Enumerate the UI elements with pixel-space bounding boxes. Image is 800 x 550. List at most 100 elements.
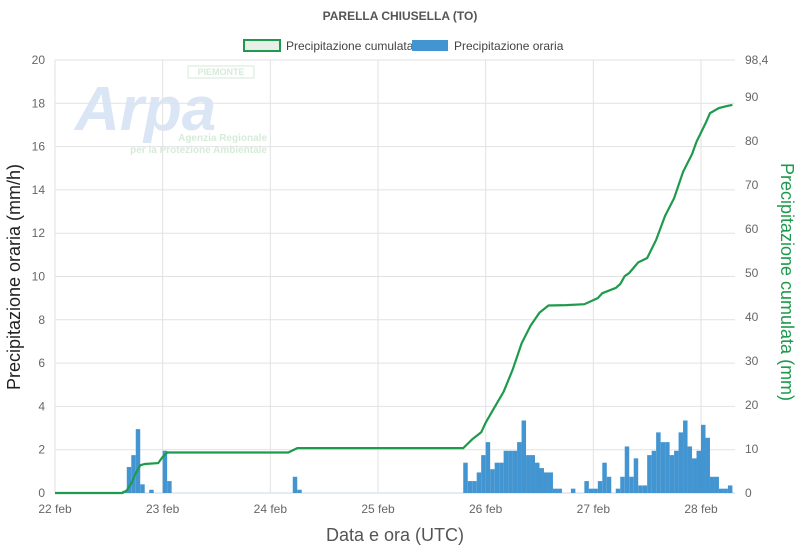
x-tick-label: 28 feb — [684, 502, 718, 516]
y-right-max-label: 98,4 — [745, 53, 769, 67]
y-right-tick-label: 20 — [745, 398, 759, 412]
hourly-bar — [665, 442, 670, 493]
hourly-bar — [543, 472, 549, 493]
hourly-bar — [481, 455, 486, 493]
hourly-bar — [548, 472, 553, 493]
hourly-bar — [485, 442, 491, 493]
y-left-tick-label: 12 — [32, 226, 46, 240]
y-right-tick-label: 30 — [745, 354, 759, 368]
hourly-bar — [629, 476, 634, 493]
hourly-bar — [593, 488, 598, 493]
hourly-bar — [584, 481, 589, 493]
logo-line1: Agenzia Regionale — [178, 133, 267, 144]
legend-item-cumulative[interactable]: Precipitazione cumulata — [243, 39, 414, 53]
x-tick-label: 26 feb — [469, 502, 503, 516]
hourly-bar — [647, 455, 652, 493]
hourly-bar — [683, 420, 688, 493]
logo-name: Arpa — [73, 75, 216, 144]
hourly-bar — [503, 450, 509, 493]
hourly-bar — [131, 455, 136, 493]
y-left-tick-label: 16 — [32, 140, 46, 154]
hourly-bar — [718, 488, 724, 493]
y-right-tick-label: 80 — [745, 134, 759, 148]
x-tick-label: 24 feb — [254, 502, 288, 516]
hourly-bar — [135, 429, 141, 493]
y-right-tick-label: 90 — [745, 90, 759, 104]
logo-region: PIEMONTE — [197, 67, 244, 77]
y-right-tick-label: 50 — [745, 266, 759, 280]
hourly-bar — [476, 472, 482, 493]
y-right-tick-label: 0 — [745, 486, 752, 500]
y-axis-right-label: Precipitazione cumulata (mm) — [777, 163, 797, 401]
y-left-tick-label: 20 — [32, 53, 46, 67]
hourly-bars — [122, 420, 733, 493]
y-axis-left-label: Precipitazione oraria (mm/h) — [4, 164, 24, 390]
legend-label-hourly: Precipitazione oraria — [454, 39, 564, 53]
hourly-bar — [620, 476, 625, 493]
x-tick-label: 25 feb — [361, 502, 395, 516]
legend-swatch-cumulative — [243, 39, 281, 52]
cumulative-line — [55, 103, 733, 495]
hourly-bar — [642, 485, 648, 493]
hourly-bar — [656, 432, 661, 493]
hourly-bar — [512, 450, 518, 493]
hourly-bar — [539, 468, 544, 493]
hourly-bar — [140, 484, 145, 493]
x-axis-label: Data e ora (UTC) — [326, 525, 464, 545]
hourly-bar — [705, 437, 710, 493]
logo-region-box — [187, 65, 255, 79]
y-right-tick-label: 40 — [745, 310, 759, 324]
hourly-bar — [297, 489, 302, 493]
hourly-bar — [727, 485, 733, 493]
hourly-bar — [517, 442, 522, 493]
y-left-tick-label: 2 — [38, 443, 45, 457]
hourly-bar — [149, 489, 154, 493]
y-left-tick-label: 4 — [38, 399, 45, 413]
hourly-bar — [126, 467, 132, 493]
hourly-bar — [615, 488, 621, 493]
y-right-tick-label: 10 — [745, 442, 759, 456]
y-left-tick-label: 10 — [32, 270, 46, 284]
axis-ticks: 0 2 4 6 8 10 12 14 16 18 20 0 10 20 30 40 50 60 70 80 90 98,4… — [32, 53, 769, 516]
chart-title: PARELLA CHIUSELLA (TO) — [323, 9, 478, 23]
hourly-bar — [463, 462, 468, 493]
hourly-bar — [494, 462, 500, 493]
hourly-bar — [638, 485, 643, 493]
hourly-bar — [535, 462, 540, 493]
hourly-bar — [552, 488, 558, 493]
hourly-bar — [709, 476, 715, 493]
y-right-tick-label: 60 — [745, 222, 759, 236]
hourly-bar — [723, 488, 728, 493]
hourly-bar — [508, 450, 513, 493]
hourly-bar — [669, 455, 675, 493]
y-left-tick-label: 18 — [32, 96, 46, 110]
hourly-bar — [692, 458, 697, 493]
hourly-bar — [696, 450, 701, 493]
hourly-bar — [633, 458, 639, 493]
x-tick-label: 23 feb — [146, 502, 180, 516]
legend: Precipitazione cumulata Precipitazione o… — [243, 39, 564, 53]
legend-label-cumulative: Precipitazione cumulata — [286, 39, 414, 53]
hourly-bar — [467, 481, 473, 493]
hourly-bar — [678, 432, 684, 493]
hourly-bar — [674, 450, 679, 493]
hourly-bar — [602, 462, 607, 493]
hourly-bar — [521, 420, 527, 493]
hourly-bar — [499, 462, 504, 493]
x-tick-label: 27 feb — [577, 502, 611, 516]
legend-swatch-hourly — [412, 40, 448, 51]
hourly-bar — [597, 481, 603, 493]
hourly-bar — [588, 488, 594, 493]
hourly-bar — [526, 455, 531, 493]
y-left-tick-label: 6 — [38, 356, 45, 370]
hourly-bar — [651, 450, 657, 493]
hourly-bar — [292, 476, 298, 493]
hourly-bar — [714, 476, 719, 493]
hourly-bar — [557, 488, 562, 493]
y-right-tick-label: 70 — [745, 178, 759, 192]
hourly-bar — [660, 442, 666, 493]
legend-item-hourly[interactable]: Precipitazione oraria — [412, 39, 564, 53]
logo-line2: per la Protezione Ambientale — [130, 145, 267, 156]
hourly-bar — [162, 450, 168, 493]
